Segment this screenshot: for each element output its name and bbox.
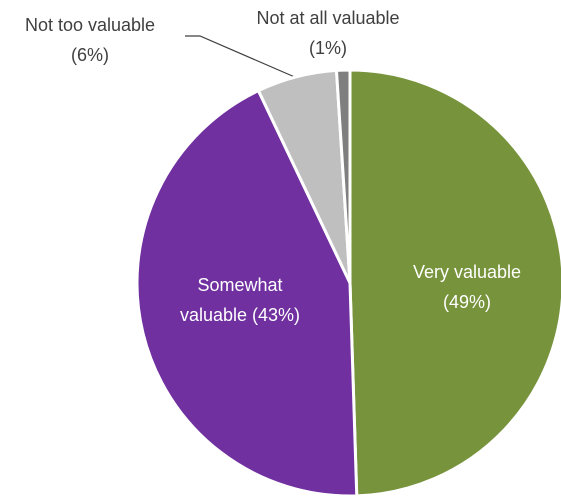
value-label: (49%) bbox=[442, 292, 491, 312]
slice-label: Very valuable (49%) bbox=[402, 257, 532, 317]
value-label: (43%) bbox=[252, 305, 301, 325]
value-label: (1%) bbox=[308, 38, 347, 58]
pie-slice bbox=[135, 88, 359, 498]
category-label: Somewhat valuable bbox=[179, 275, 283, 325]
category-label: Not too valuable bbox=[24, 15, 156, 35]
slice-label: Not too valuable (6%) bbox=[5, 10, 175, 70]
pie-slice bbox=[348, 68, 561, 498]
category-label: Very valuable bbox=[412, 262, 522, 282]
category-label: Not at all valuable bbox=[256, 8, 400, 28]
slice-label: Not at all valuable (1%) bbox=[243, 3, 413, 63]
pie-slice bbox=[334, 68, 352, 284]
slice-label: Somewhat valuable (43%) bbox=[165, 270, 315, 330]
leader-line bbox=[185, 35, 298, 79]
value-label: (6%) bbox=[70, 45, 109, 65]
